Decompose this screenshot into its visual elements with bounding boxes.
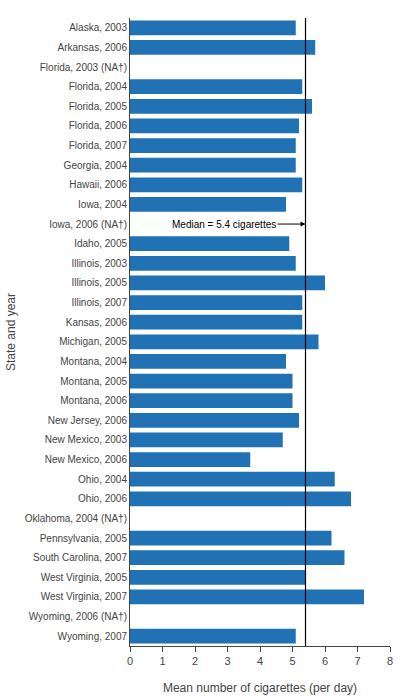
svg-text:Florida, 2007: Florida, 2007 bbox=[69, 140, 128, 151]
svg-text:3: 3 bbox=[224, 655, 230, 667]
svg-text:Arkansas, 2006: Arkansas, 2006 bbox=[58, 42, 128, 53]
svg-text:4: 4 bbox=[257, 655, 263, 667]
svg-text:Florida, 2005: Florida, 2005 bbox=[69, 101, 128, 112]
svg-text:West Virginia, 2005: West Virginia, 2005 bbox=[41, 572, 128, 583]
svg-text:New Mexico, 2006: New Mexico, 2006 bbox=[45, 454, 128, 465]
svg-text:Montana, 2006: Montana, 2006 bbox=[60, 395, 127, 406]
svg-text:South Carolina, 2007: South Carolina, 2007 bbox=[33, 552, 127, 563]
svg-text:Florida, 2006: Florida, 2006 bbox=[69, 120, 128, 131]
svg-text:7: 7 bbox=[354, 655, 360, 667]
svg-text:New Mexico, 2003: New Mexico, 2003 bbox=[45, 434, 128, 445]
svg-text:Oklahoma, 2004 (NA†): Oklahoma, 2004 (NA†) bbox=[25, 513, 127, 524]
svg-text:1: 1 bbox=[159, 655, 165, 667]
svg-text:Wyoming, 2007: Wyoming, 2007 bbox=[58, 631, 128, 642]
svg-text:Wyoming, 2006 (NA†): Wyoming, 2006 (NA†) bbox=[29, 611, 127, 622]
svg-text:State and year: State and year bbox=[4, 293, 18, 371]
svg-text:6: 6 bbox=[322, 655, 328, 667]
svg-text:Ohio, 2004: Ohio, 2004 bbox=[78, 474, 127, 485]
svg-text:Illinois, 2003: Illinois, 2003 bbox=[71, 258, 127, 269]
svg-text:Kansas, 2006: Kansas, 2006 bbox=[66, 317, 128, 328]
svg-text:8: 8 bbox=[387, 655, 393, 667]
svg-text:Hawaii, 2006: Hawaii, 2006 bbox=[69, 179, 127, 190]
svg-text:Montana, 2004: Montana, 2004 bbox=[60, 356, 127, 367]
svg-text:Iowa, 2004: Iowa, 2004 bbox=[78, 199, 127, 210]
svg-text:Montana, 2005: Montana, 2005 bbox=[60, 376, 127, 387]
svg-text:0: 0 bbox=[127, 655, 133, 667]
svg-text:Illinois, 2007: Illinois, 2007 bbox=[71, 297, 127, 308]
svg-text:Florida, 2004: Florida, 2004 bbox=[69, 81, 128, 92]
svg-text:Mean number of cigarettes (per: Mean number of cigarettes (per day) bbox=[163, 681, 357, 695]
svg-text:2: 2 bbox=[192, 655, 198, 667]
svg-text:West Virginia, 2007: West Virginia, 2007 bbox=[41, 591, 128, 602]
svg-text:Idaho, 2005: Idaho, 2005 bbox=[74, 238, 127, 249]
svg-text:Florida, 2003 (NA†): Florida, 2003 (NA†) bbox=[40, 62, 127, 73]
svg-text:Michigan, 2005: Michigan, 2005 bbox=[59, 336, 127, 347]
svg-text:Illinois, 2005: Illinois, 2005 bbox=[71, 277, 127, 288]
svg-text:Georgia, 2004: Georgia, 2004 bbox=[64, 160, 128, 171]
svg-text:5: 5 bbox=[289, 655, 295, 667]
svg-text:Pennsylvania, 2005: Pennsylvania, 2005 bbox=[40, 533, 128, 544]
svg-text:Alaska, 2003: Alaska, 2003 bbox=[69, 22, 127, 33]
svg-text:New Jersey, 2006: New Jersey, 2006 bbox=[48, 415, 128, 426]
svg-text:Iowa, 2006 (NA†): Iowa, 2006 (NA†) bbox=[49, 219, 127, 230]
svg-text:Median = 5.4 cigarettes: Median = 5.4 cigarettes bbox=[172, 219, 276, 230]
svg-text:Ohio, 2006: Ohio, 2006 bbox=[78, 493, 127, 504]
